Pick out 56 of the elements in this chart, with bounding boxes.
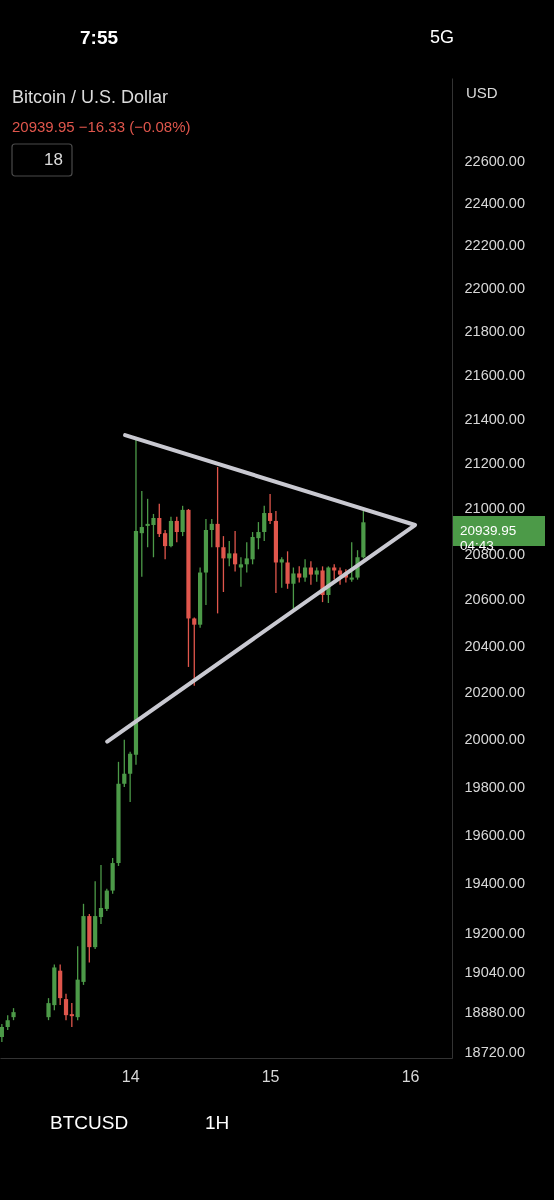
x-tick-label: 14 bbox=[121, 1067, 140, 1085]
annotation: 18 bbox=[44, 150, 63, 169]
candlestick bbox=[63, 993, 69, 1021]
y-tick-label: 19200.00 bbox=[464, 924, 525, 941]
y-tick-label: 19800.00 bbox=[464, 778, 525, 795]
y-tick-label: 21800.00 bbox=[464, 323, 525, 340]
candlestick bbox=[238, 556, 244, 588]
candlestick bbox=[279, 556, 284, 589]
candlestick bbox=[262, 505, 267, 542]
candlestick bbox=[104, 887, 109, 912]
y-tick-label: 22600.00 bbox=[464, 152, 525, 169]
y-tick-label: 21600.00 bbox=[464, 366, 525, 383]
candlestick bbox=[209, 518, 214, 548]
text: 20939.95 −16.33 (−0.08%) bbox=[12, 118, 191, 135]
candlestick bbox=[215, 466, 220, 615]
text: Bitcoin / U.S. Dollar bbox=[12, 87, 169, 107]
candlestick bbox=[163, 529, 168, 560]
y-tick-label: 18880.00 bbox=[464, 1004, 525, 1021]
x-tick-label: 15 bbox=[261, 1067, 280, 1085]
text: BTCUSD bbox=[50, 1112, 129, 1133]
candlestick bbox=[221, 535, 226, 593]
candlestick bbox=[157, 503, 162, 538]
candlestick bbox=[192, 616, 197, 687]
y-tick-label: 22200.00 bbox=[464, 237, 525, 254]
candlestick bbox=[98, 864, 104, 925]
candlestick bbox=[128, 751, 133, 803]
text: 7:55 bbox=[80, 27, 119, 48]
y-tick-label: 19400.00 bbox=[464, 875, 525, 892]
candlestick bbox=[227, 540, 232, 568]
y-tick-label: 20000.00 bbox=[464, 731, 525, 748]
candlestick bbox=[233, 530, 238, 573]
candlestick bbox=[302, 558, 308, 583]
y-tick-label: 19600.00 bbox=[464, 826, 525, 843]
y-tick-label: 21000.00 bbox=[464, 500, 525, 517]
candlestick bbox=[180, 505, 185, 537]
y-tick-label: 22400.00 bbox=[464, 194, 525, 211]
text: 5G bbox=[430, 27, 455, 47]
candlestick bbox=[308, 560, 313, 586]
y-tick-label: 21400.00 bbox=[464, 410, 525, 427]
y-tick-label: 20600.00 bbox=[464, 591, 525, 608]
candlestick bbox=[285, 550, 290, 590]
y-tick-label: 19040.00 bbox=[464, 964, 525, 981]
y-tick-label: 20200.00 bbox=[464, 684, 525, 701]
candlestick bbox=[69, 1002, 74, 1028]
y-tick-label: 18720.00 bbox=[464, 1044, 525, 1061]
candlestick bbox=[267, 493, 273, 525]
text: 1H bbox=[205, 1112, 230, 1133]
text: USD bbox=[466, 84, 498, 101]
candlestick bbox=[122, 739, 127, 788]
y-tick-label: 21200.00 bbox=[464, 455, 525, 472]
y-tick-label: 22000.00 bbox=[464, 279, 525, 296]
candlestick bbox=[174, 516, 179, 543]
candlestick bbox=[0, 1023, 4, 1043]
candlestick bbox=[139, 490, 144, 578]
y-tick-label: 20400.00 bbox=[464, 637, 525, 654]
x-tick-label: 16 bbox=[401, 1067, 420, 1085]
